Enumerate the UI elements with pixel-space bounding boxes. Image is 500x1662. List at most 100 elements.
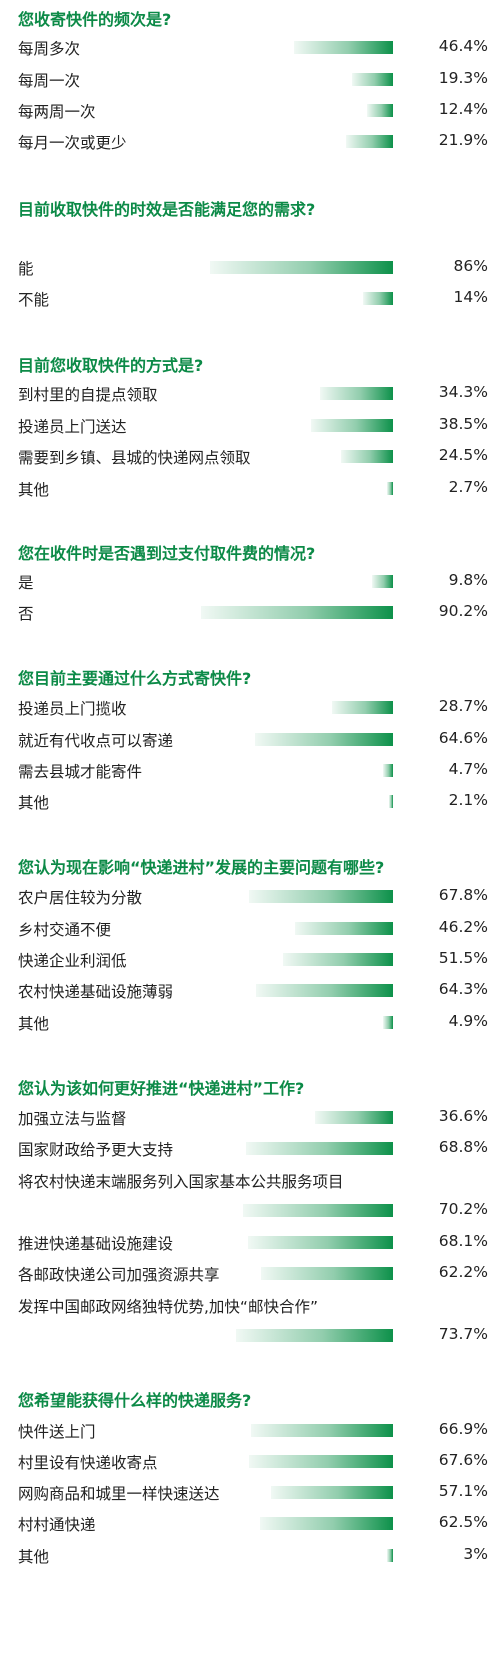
answer-bar (310, 419, 393, 432)
answer-bar (246, 1142, 393, 1155)
answer-bar (382, 764, 393, 777)
answer-percent: 64.3% (438, 980, 488, 998)
answer-bar (236, 1329, 393, 1342)
answer-bar (372, 575, 393, 588)
answer-label: 能 (18, 260, 34, 278)
answer-label: 将农村快递末端服务列入国家基本公共服务项目 (18, 1173, 344, 1191)
answer-bar (249, 1455, 393, 1468)
answer-percent: 64.6% (438, 729, 488, 747)
answer-bar (209, 261, 393, 274)
answer-bar (260, 1267, 393, 1280)
answer-label: 乡村交通不便 (18, 921, 112, 939)
answer-percent: 4.9% (448, 1012, 488, 1030)
answer-label: 各邮政快递公司加强资源共享 (18, 1266, 220, 1284)
answer-label: 国家财政给予更大支持 (18, 1141, 174, 1159)
answer-bar (319, 387, 393, 400)
answer-bar (283, 953, 393, 966)
answer-percent: 86% (453, 257, 488, 275)
answer-label: 推进快递基础设施建设 (18, 1235, 174, 1253)
answer-label: 快递企业利润低 (18, 952, 127, 970)
answer-label: 快件送上门 (18, 1423, 96, 1441)
answer-bar (248, 890, 393, 903)
answer-percent: 46.2% (438, 918, 488, 936)
answer-percent: 24.5% (438, 446, 488, 464)
answer-percent: 12.4% (438, 100, 488, 118)
answer-percent: 3% (463, 1545, 488, 1563)
answer-percent: 38.5% (438, 415, 488, 433)
answer-label: 需要到乡镇、县城的快递网点领取 (18, 449, 251, 467)
answer-label: 农户居住较为分散 (18, 889, 143, 907)
answer-percent: 68.8% (438, 1138, 488, 1156)
question-title: 目前您收取快件的方式是? (18, 356, 204, 375)
answer-percent: 67.6% (438, 1451, 488, 1469)
answer-percent: 62.2% (438, 1263, 488, 1281)
answer-label: 每月一次或更少 (18, 134, 127, 152)
answer-bar (331, 701, 393, 714)
answer-percent: 46.4% (438, 37, 488, 55)
answer-percent: 62.5% (438, 1513, 488, 1531)
answer-bar (351, 73, 393, 86)
question-title: 您认为现在影响“快递进村”发展的主要问题有哪些? (18, 858, 385, 877)
answer-bar (315, 1111, 393, 1124)
answer-bar (388, 795, 393, 808)
answer-label: 网购商品和城里一样快速送达 (18, 1485, 220, 1503)
answer-bar (256, 984, 393, 997)
answer-percent: 34.3% (438, 383, 488, 401)
answer-percent: 51.5% (438, 949, 488, 967)
answer-percent: 67.8% (438, 886, 488, 904)
answer-percent: 21.9% (438, 131, 488, 149)
answer-label: 否 (18, 605, 34, 623)
answer-percent: 73.7% (438, 1325, 488, 1343)
answer-label: 其他 (18, 481, 50, 499)
answer-bar (255, 733, 393, 746)
answer-label: 投递员上门揽收 (18, 700, 127, 718)
answer-bar (363, 292, 393, 305)
answer-bar (340, 450, 393, 463)
answer-label: 每两周一次 (18, 103, 96, 121)
answer-bar (366, 104, 393, 117)
answer-percent: 66.9% (438, 1420, 488, 1438)
answer-bar (294, 41, 393, 54)
answer-label: 不能 (18, 291, 50, 309)
answer-label: 每周一次 (18, 72, 81, 90)
answer-label: 投递员上门送达 (18, 418, 127, 436)
answer-percent: 14% (453, 288, 488, 306)
answer-bar (382, 1016, 393, 1029)
question-title: 您希望能获得什么样的快递服务? (18, 1391, 252, 1410)
answer-percent: 4.7% (448, 760, 488, 778)
answer-bar (243, 1204, 393, 1217)
answer-percent: 70.2% (438, 1200, 488, 1218)
answer-percent: 19.3% (438, 69, 488, 87)
answer-percent: 57.1% (438, 1482, 488, 1500)
answer-bar (200, 606, 393, 619)
answer-bar (247, 1236, 393, 1249)
question-title: 目前收取快件的时效是否能满足您的需求? (18, 200, 316, 219)
question-title: 您在收件时是否遇到过支付取件费的情况? (18, 544, 316, 563)
answer-bar (271, 1486, 393, 1499)
answer-percent: 68.1% (438, 1232, 488, 1250)
answer-percent: 28.7% (438, 697, 488, 715)
answer-label: 其他 (18, 794, 50, 812)
answer-label: 每周多次 (18, 40, 81, 58)
answer-percent: 2.7% (448, 478, 488, 496)
answer-bar (294, 922, 393, 935)
answer-bar (259, 1517, 393, 1530)
answer-label: 是 (18, 574, 34, 592)
answer-percent: 2.1% (448, 791, 488, 809)
answer-label: 其他 (18, 1015, 50, 1033)
answer-percent: 90.2% (438, 602, 488, 620)
answer-bar (250, 1424, 393, 1437)
answer-label: 到村里的自提点领取 (18, 386, 158, 404)
answer-label: 村村通快递 (18, 1516, 96, 1534)
answer-label: 其他 (18, 1548, 50, 1566)
answer-label: 村里设有快递收寄点 (18, 1454, 158, 1472)
answer-label: 发挥中国邮政网络独特优势,加快“邮快合作” (18, 1298, 318, 1316)
answer-percent: 9.8% (448, 571, 488, 589)
answer-label: 农村快递基础设施薄弱 (18, 983, 174, 1001)
answer-label: 加强立法与监督 (18, 1110, 127, 1128)
answer-label: 需去县城才能寄件 (18, 763, 143, 781)
question-title: 您认为该如何更好推进“快递进村”工作? (18, 1079, 305, 1098)
answer-bar (346, 135, 393, 148)
answer-percent: 36.6% (438, 1107, 488, 1125)
